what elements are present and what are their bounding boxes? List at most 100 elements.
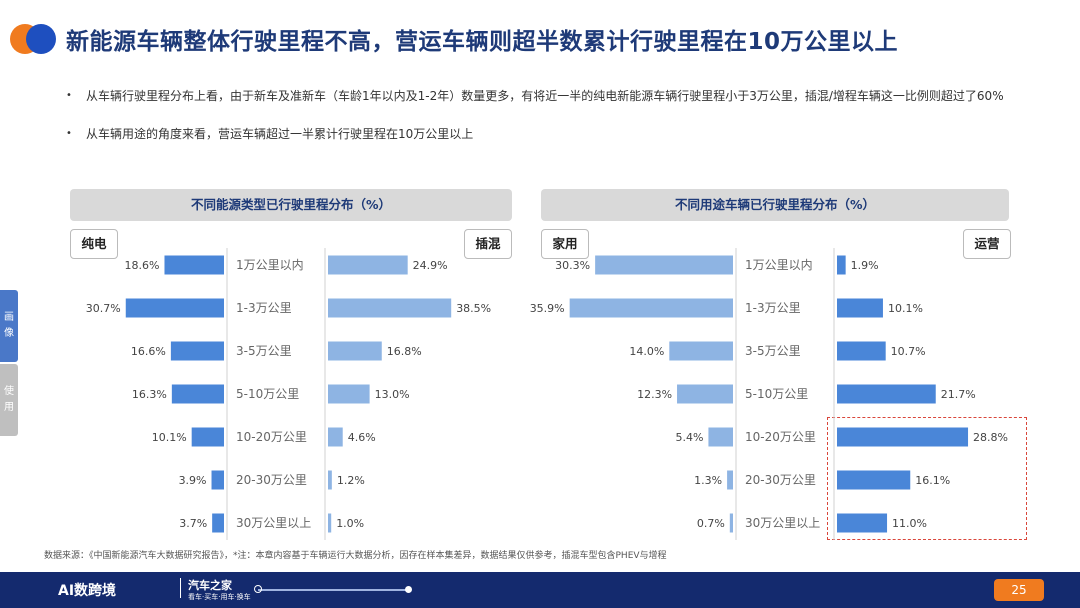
side-tab-profile[interactable]: 画像 — [0, 290, 18, 362]
page-number: 25 — [994, 579, 1044, 601]
legend-bev: 纯电 — [70, 229, 118, 259]
brand-slogan: 看车·买车·用车·换车 — [188, 593, 251, 601]
brand-divider — [180, 578, 181, 598]
bar-left — [191, 427, 224, 447]
category-label: 3-5万公里 — [745, 344, 801, 358]
bar-left — [677, 384, 733, 404]
bar-left — [170, 341, 224, 361]
data-label-left: 14.0% — [629, 345, 664, 358]
bar-left — [727, 470, 733, 490]
category-label: 3-5万公里 — [236, 344, 292, 358]
source-note: 数据来源：《中国新能源汽车大数据研究报告》，*注：本章内容基于车辆运行大数据分析… — [44, 551, 667, 561]
brand-left: AI数跨境 — [58, 583, 117, 599]
category-label: 10-20万公里 — [745, 430, 816, 444]
category-label: 5-10万公里 — [236, 387, 299, 401]
legend-household: 家用 — [541, 229, 589, 259]
legend-phev: 插混 — [464, 229, 512, 259]
bar-left — [595, 255, 733, 275]
bar-right — [328, 341, 382, 361]
data-label-right: 10.7% — [891, 345, 926, 358]
bullet-1: • 从车辆行驶里程分布上看，由于新车及准新车（车龄1年以内及1-2年）数量更多，… — [66, 87, 1016, 123]
bar-right — [837, 384, 936, 404]
category-label: 30万公里以上 — [745, 516, 820, 530]
data-label-right: 28.8% — [973, 431, 1008, 444]
highlight-box — [827, 417, 1027, 540]
data-label-left: 3.9% — [179, 474, 207, 487]
data-label-right: 21.7% — [941, 388, 976, 401]
data-label-right: 16.1% — [915, 474, 950, 487]
bar-right — [328, 513, 332, 533]
bar-right — [837, 470, 911, 490]
data-label-right: 4.6% — [348, 431, 376, 444]
data-label-left: 10.1% — [152, 431, 187, 444]
bar-left — [212, 513, 224, 533]
logo-dot-blue — [26, 24, 56, 54]
bar-right — [328, 384, 370, 404]
bar-left — [708, 427, 733, 447]
progress-start-icon — [254, 585, 262, 593]
bar-right — [837, 298, 883, 318]
data-label-left: 35.9% — [530, 302, 565, 315]
data-label-left: 12.3% — [637, 388, 672, 401]
category-label: 1-3万公里 — [745, 301, 801, 315]
bar-right — [837, 427, 969, 447]
category-label: 1-3万公里 — [236, 301, 292, 315]
bar-left — [669, 341, 733, 361]
bar-right — [328, 427, 343, 447]
data-label-right: 1.9% — [851, 259, 879, 272]
data-label-right: 11.0% — [892, 517, 927, 530]
bar-left — [171, 384, 224, 404]
category-label: 20-30万公里 — [236, 473, 307, 487]
category-label: 20-30万公里 — [745, 473, 816, 487]
progress-end-icon — [405, 586, 412, 593]
category-label: 5-10万公里 — [745, 387, 808, 401]
bar-left — [211, 470, 224, 490]
legend-commercial: 运营 — [963, 229, 1011, 259]
brand-autohome: 汽车之家 — [188, 579, 232, 592]
bar-right — [328, 255, 408, 275]
category-label: 1万公里以内 — [236, 258, 304, 272]
side-tab-label: 使用 — [4, 386, 14, 413]
bar-left — [729, 513, 733, 533]
data-label-left: 16.6% — [131, 345, 166, 358]
data-label-left: 16.3% — [132, 388, 167, 401]
progress-track — [258, 589, 408, 591]
bar-right — [837, 513, 888, 533]
bar-right — [328, 298, 452, 318]
page-title: 新能源车辆整体行驶里程不高，营运车辆则超半数累计行驶里程在10万公里以上 — [66, 29, 899, 55]
bar-left — [164, 255, 224, 275]
data-label-right: 13.0% — [375, 388, 410, 401]
side-tab-label: 画像 — [4, 312, 14, 339]
category-label: 10-20万公里 — [236, 430, 307, 444]
data-label-right: 24.9% — [413, 259, 448, 272]
chart-title-energy: 不同能源类型已行驶里程分布（%） — [70, 189, 512, 221]
category-label: 30万公里以上 — [236, 516, 311, 530]
data-label-left: 30.3% — [555, 259, 590, 272]
bar-right — [837, 341, 886, 361]
side-tab-usage[interactable]: 使用 — [0, 364, 18, 436]
bullet-2: • 从车辆用途的角度来看，营运车辆超过一半累计行驶里程在10万公里以上 — [66, 125, 1016, 143]
data-label-left: 3.7% — [179, 517, 207, 530]
data-label-left: 5.4% — [675, 431, 703, 444]
data-label-right: 1.0% — [336, 517, 364, 530]
data-label-right: 1.2% — [337, 474, 365, 487]
bar-left — [569, 298, 733, 318]
data-label-left: 0.7% — [697, 517, 725, 530]
chart-title-usage: 不同用途车辆已行驶里程分布（%） — [541, 189, 1009, 221]
data-label-right: 10.1% — [888, 302, 923, 315]
bullet-dot: • — [66, 128, 72, 139]
data-label-left: 18.6% — [125, 259, 160, 272]
bar-right — [328, 470, 332, 490]
bar-left — [125, 298, 224, 318]
bullet-text: 从车辆用途的角度来看，营运车辆超过一半累计行驶里程在10万公里以上 — [86, 127, 474, 141]
data-label-left: 1.3% — [694, 474, 722, 487]
footer-band — [0, 572, 1080, 608]
data-label-right: 38.5% — [456, 302, 491, 315]
bar-right — [837, 255, 846, 275]
data-label-right: 16.8% — [387, 345, 422, 358]
bullet-dot: • — [66, 90, 72, 101]
bullet-text: 从车辆行驶里程分布上看，由于新车及准新车（车龄1年以内及1-2年）数量更多，有将… — [86, 89, 1004, 103]
data-label-left: 30.7% — [86, 302, 121, 315]
category-label: 1万公里以内 — [745, 258, 813, 272]
